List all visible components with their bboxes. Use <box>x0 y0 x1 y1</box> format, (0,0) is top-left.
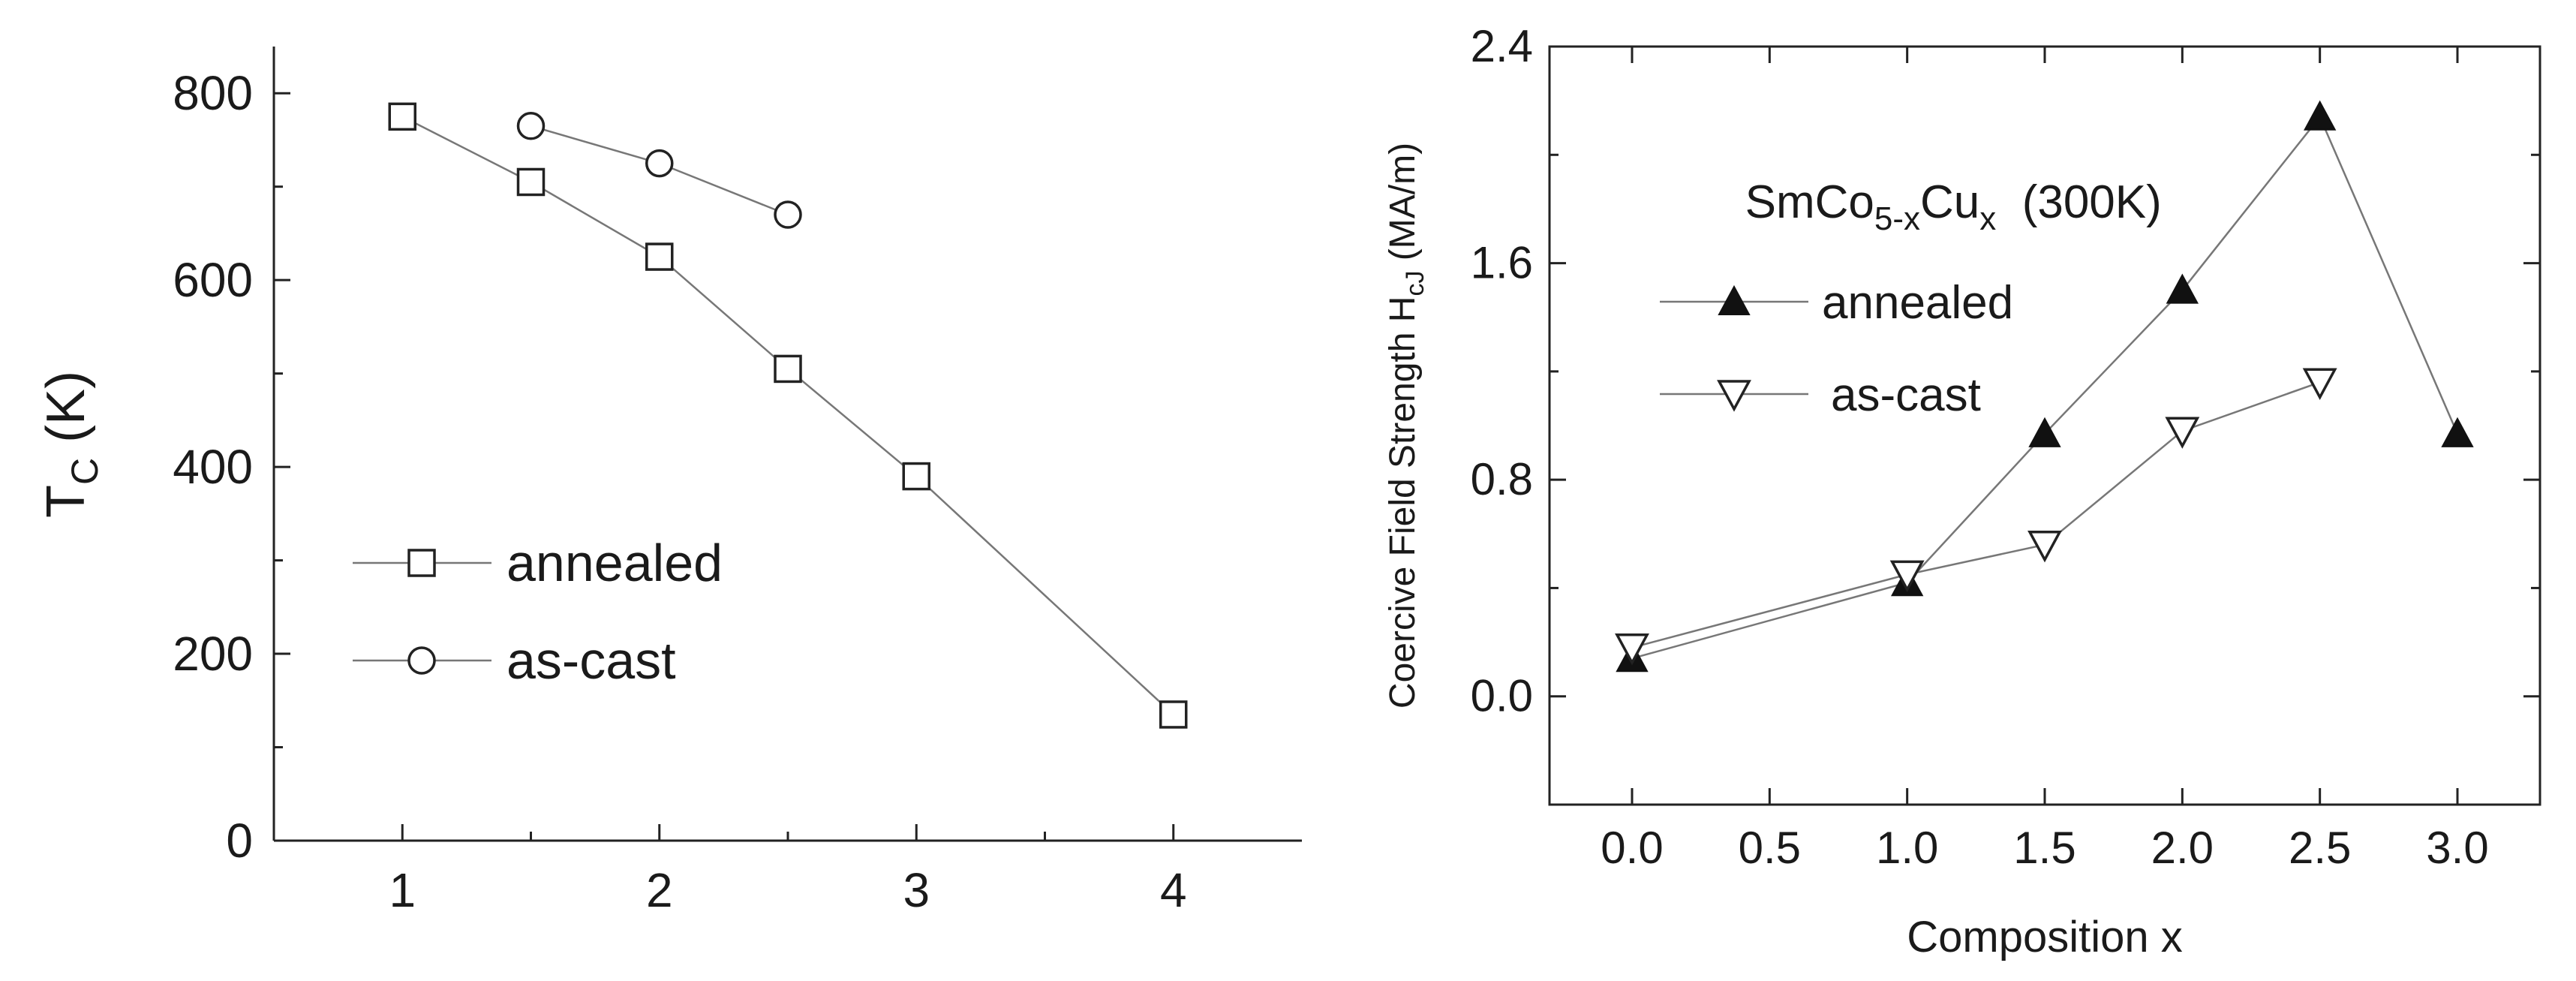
chart1-legend-marker-annealed <box>407 549 436 577</box>
chart2-y-label-main: Coercive Field Strength H <box>1383 296 1423 709</box>
chart2-x-tick-label: 1.5 <box>2013 823 2076 873</box>
chart1-x-tick-label: 3 <box>903 863 930 917</box>
chart1-legend-label-annealed: annealed <box>506 534 723 592</box>
annotation-tail: (300K) <box>1996 176 2162 228</box>
chart2-ticks: 0.0 0.5 1.0 1.5 2.0 2.5 3.0 0.0 0.8 1.6 2.4 <box>1471 21 2540 873</box>
chart2-line-annealed <box>1631 115 2459 660</box>
chart1-point-as-cast <box>645 149 674 178</box>
chart1-point-annealed <box>902 462 930 491</box>
chart1-y-tick-label: 400 <box>173 440 253 494</box>
chart1-point-annealed <box>516 167 546 197</box>
chart2-legend-marker-annealed <box>1718 284 1751 315</box>
chart2-point-annealed <box>2166 273 2199 304</box>
chart2-point-as-cast <box>2302 368 2337 400</box>
chart1-line-annealed <box>401 116 1174 715</box>
chart2-x-tick-label: 0.0 <box>1601 823 1663 873</box>
chart1-point-annealed <box>388 102 416 131</box>
annotation-base: SmCo <box>1745 176 1874 228</box>
chart1-point-annealed <box>1159 700 1188 729</box>
chart2-x-tick-label: 0.5 <box>1739 823 1801 873</box>
chart1-point-annealed <box>645 242 674 271</box>
chart1-point-as-cast <box>774 200 802 229</box>
chart1-y-label-sub: C <box>64 458 106 485</box>
chart1-x-tick-label: 4 <box>1160 863 1187 917</box>
chart1-legend-marker-as-cast <box>407 646 436 675</box>
chart2-annotation: SmCo5-xCux (300K) <box>1655 176 2226 237</box>
chart2-y-label-sub: cJ <box>1401 271 1429 296</box>
annotation-mid: Cu <box>1920 176 1979 228</box>
chart1-y-axis-label: TC (K) <box>36 371 106 518</box>
chart1-y-label-main: T <box>36 485 96 518</box>
chart2-x-tick-label: 2.0 <box>2151 823 2214 873</box>
chart2-y-tick-label: 0.8 <box>1471 454 1533 504</box>
chart2-legend-label-as-cast: as-cast <box>1831 369 1981 421</box>
chart2-x-tick-label: 2.5 <box>2289 823 2351 873</box>
chart2-markers <box>1615 100 2474 673</box>
curie-temperature-chart: 1 2 3 4 0 200 400 600 800 TC (K) annealed as-cast <box>36 47 1302 917</box>
chart2-point-as-cast <box>1889 560 1925 593</box>
chart2-y-tick-label: 0.0 <box>1471 671 1533 721</box>
chart1-y-label-unit: (K) <box>36 371 96 458</box>
chart2-point-as-cast <box>1615 633 1649 666</box>
chart2-y-axis-label: Coercive Field Strength HcJ (MA/m) <box>1383 143 1429 709</box>
chart1-markers <box>388 102 1188 729</box>
chart2-point-annealed <box>2303 100 2337 131</box>
chart2-point-annealed <box>2028 417 2061 447</box>
chart1-legend-label-as-cast: as-cast <box>506 631 676 690</box>
chart2-line-as-cast <box>1631 381 2321 648</box>
chart2-legend-marker-as-cast <box>1717 380 1751 412</box>
chart1-x-tick-label: 2 <box>646 863 673 917</box>
coercive-field-chart: 0.0 0.5 1.0 1.5 2.0 2.5 3.0 0.0 0.8 1.6 2.4 Coerci… <box>1383 21 2541 961</box>
chart1-legend: annealed as-cast <box>353 534 723 690</box>
chart1-y-tick-label: 0 <box>226 814 253 868</box>
annotation-sub1: 5-x <box>1874 200 1920 237</box>
chart1-point-as-cast <box>516 112 546 140</box>
chart2-x-tick-label: 1.0 <box>1876 823 1938 873</box>
chart2-legend: annealed as-cast <box>1660 277 2013 421</box>
annotation-sub2: x <box>1979 200 1996 237</box>
chart2-y-tick-label: 2.4 <box>1471 21 1533 71</box>
chart2-x-tick-label: 3.0 <box>2426 823 2488 873</box>
chart2-point-as-cast <box>2027 530 2062 563</box>
chart2-y-tick-label: 1.6 <box>1471 238 1533 288</box>
chart1-y-tick-label: 600 <box>173 253 253 307</box>
chart1-y-tick-label: 800 <box>173 66 253 120</box>
chart2-point-annealed <box>2441 417 2474 447</box>
chart2-x-axis-label: Composition x <box>1907 913 2182 961</box>
chart2-legend-label-annealed: annealed <box>1822 277 2013 329</box>
chart1-ticks: 1 2 3 4 0 200 400 600 800 <box>173 66 1186 917</box>
chart1-x-tick-label: 1 <box>389 863 416 917</box>
chart2-y-label-unit: (MA/m) <box>1383 143 1423 271</box>
chart1-point-annealed <box>774 354 802 384</box>
chart1-y-tick-label: 200 <box>173 627 253 681</box>
chart2-point-as-cast <box>2165 417 2200 449</box>
